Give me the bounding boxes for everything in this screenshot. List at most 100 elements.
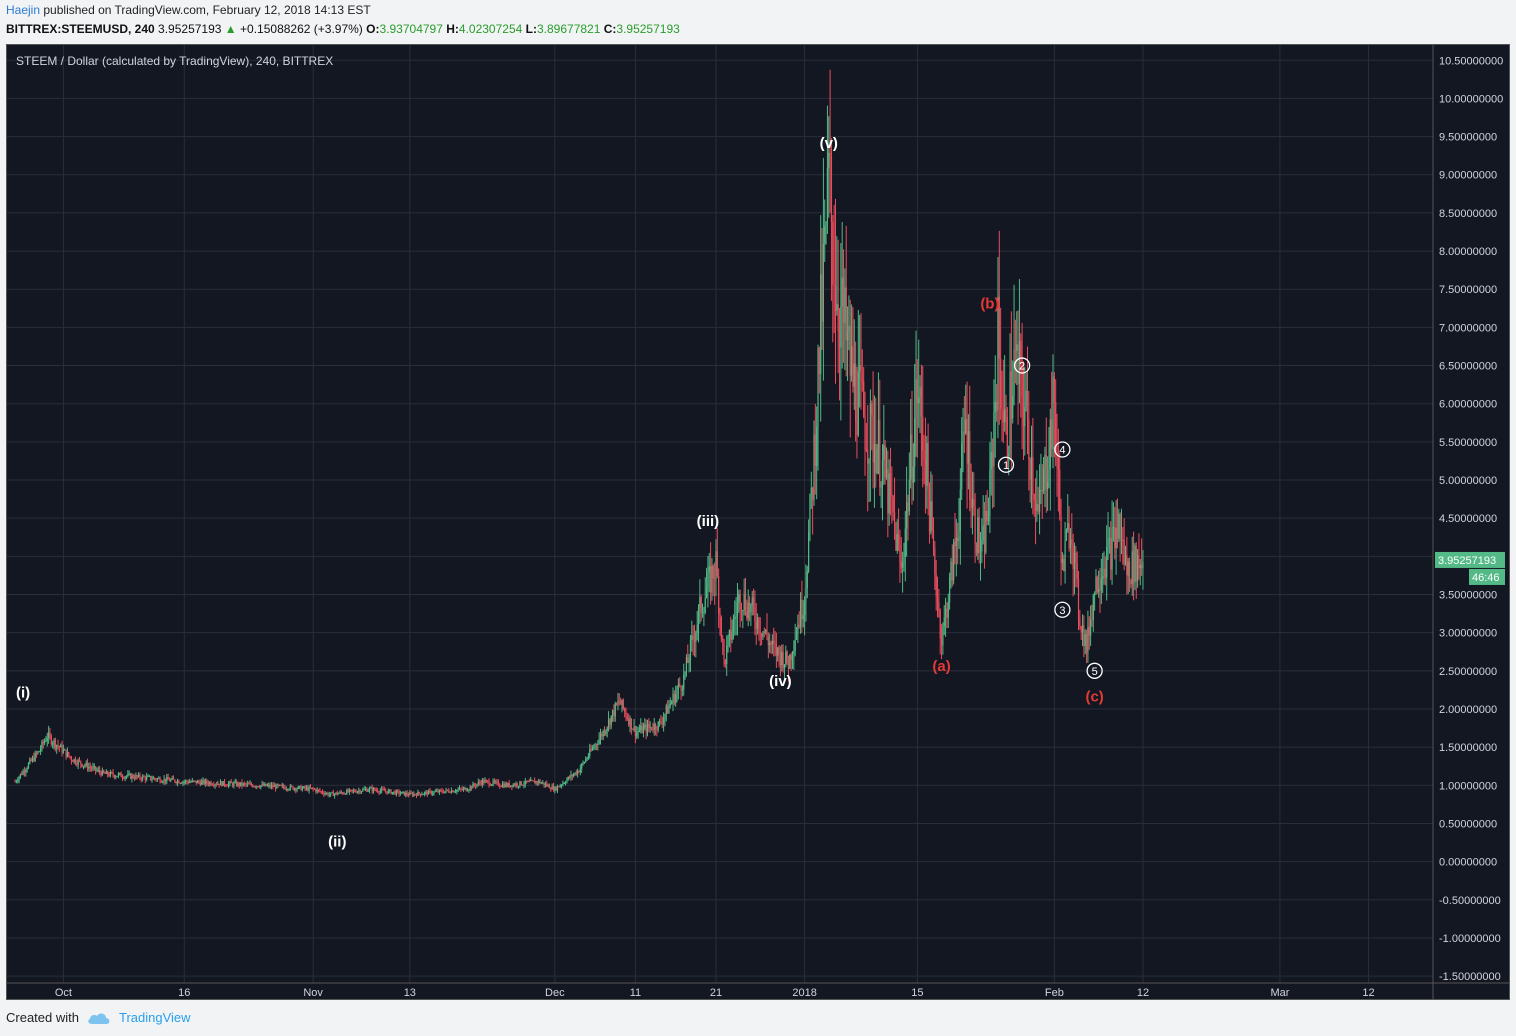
candle bbox=[997, 296, 999, 411]
candle bbox=[1085, 634, 1088, 653]
candle bbox=[728, 630, 730, 637]
candle bbox=[174, 779, 176, 782]
candle bbox=[859, 365, 861, 372]
candle bbox=[218, 783, 220, 786]
candle bbox=[291, 785, 293, 787]
candle bbox=[476, 784, 478, 787]
candle bbox=[1032, 456, 1034, 495]
candle bbox=[973, 499, 975, 507]
candle bbox=[684, 671, 686, 675]
candle bbox=[978, 517, 980, 553]
candle bbox=[387, 790, 389, 794]
candle bbox=[50, 735, 52, 745]
candle bbox=[446, 789, 449, 791]
subwave-circle bbox=[997, 456, 1015, 473]
candle bbox=[1114, 526, 1116, 549]
candle bbox=[696, 624, 698, 633]
candle bbox=[783, 664, 786, 669]
candle bbox=[422, 794, 424, 796]
candle bbox=[695, 632, 697, 643]
candle bbox=[756, 617, 759, 629]
candle bbox=[25, 770, 27, 773]
candle bbox=[252, 785, 254, 787]
candle bbox=[1103, 568, 1105, 577]
candle bbox=[383, 789, 385, 792]
candle bbox=[868, 459, 870, 464]
candle bbox=[362, 789, 364, 792]
candle bbox=[473, 783, 475, 786]
candle bbox=[922, 416, 924, 451]
y-tick-label: -1.50000000 bbox=[1439, 971, 1501, 983]
candle bbox=[574, 772, 576, 775]
candle bbox=[1020, 340, 1022, 358]
candle bbox=[532, 780, 534, 782]
candle bbox=[516, 783, 518, 786]
candle bbox=[430, 791, 432, 794]
candle bbox=[983, 525, 986, 553]
candle bbox=[1079, 617, 1081, 627]
price-chart[interactable]: 10.5000000010.000000009.500000009.000000… bbox=[7, 45, 1509, 999]
y-tick-label: 2.50000000 bbox=[1439, 666, 1497, 678]
candle bbox=[111, 772, 113, 774]
candle bbox=[405, 792, 407, 796]
candle bbox=[245, 783, 247, 785]
candle bbox=[1100, 578, 1102, 590]
candle bbox=[820, 274, 822, 374]
symbol-label: BITTREX:STEEMUSD, 240 bbox=[6, 22, 155, 36]
x-tick-label: Oct bbox=[55, 987, 72, 999]
candle bbox=[230, 781, 232, 784]
candle bbox=[115, 776, 117, 778]
high-label: H: bbox=[446, 22, 459, 36]
candle bbox=[587, 756, 590, 759]
candle bbox=[154, 777, 156, 779]
candle bbox=[579, 768, 581, 773]
candle bbox=[912, 466, 914, 483]
candle bbox=[1065, 530, 1068, 541]
candle bbox=[555, 787, 557, 791]
candle bbox=[211, 784, 214, 786]
candle bbox=[129, 773, 132, 779]
tradingview-cloud-icon[interactable] bbox=[87, 1011, 111, 1025]
candle bbox=[469, 786, 471, 790]
candle bbox=[484, 780, 486, 784]
candle bbox=[628, 718, 630, 726]
candle bbox=[918, 397, 920, 404]
candle bbox=[663, 718, 665, 724]
candle bbox=[974, 506, 976, 545]
candle bbox=[162, 781, 164, 783]
candle bbox=[324, 793, 326, 795]
y-tick-label: 6.00000000 bbox=[1439, 399, 1497, 411]
candle bbox=[29, 759, 31, 764]
candle bbox=[214, 784, 216, 786]
candle bbox=[488, 781, 490, 786]
chart-panel[interactable]: 10.50000000 10.00000000 9.50000000 9.000000… bbox=[6, 44, 1510, 1000]
candle bbox=[489, 785, 491, 787]
candle bbox=[278, 784, 281, 786]
candle bbox=[260, 785, 262, 788]
y-tick-label: 8.50000000 bbox=[1439, 208, 1497, 220]
candle bbox=[582, 762, 584, 764]
author-link[interactable]: Haejin bbox=[6, 3, 41, 17]
candle bbox=[934, 547, 936, 575]
candle bbox=[860, 365, 862, 381]
y-tick-label: 1.00000000 bbox=[1439, 780, 1497, 792]
candle bbox=[907, 502, 909, 512]
candle bbox=[931, 501, 933, 531]
candle bbox=[99, 769, 101, 773]
candle bbox=[624, 708, 626, 712]
candle bbox=[1001, 408, 1003, 412]
y-tick-label: 5.00000000 bbox=[1439, 475, 1497, 487]
candle bbox=[715, 551, 717, 580]
candle bbox=[1127, 561, 1129, 576]
candle bbox=[276, 784, 278, 789]
candle bbox=[150, 776, 152, 780]
candle bbox=[92, 766, 94, 769]
candle bbox=[653, 724, 655, 730]
subwave-circle bbox=[1054, 441, 1071, 458]
ohlc-bar: BITTREX:STEEMUSD, 240 3.95257193 ▲ +0.15… bbox=[6, 22, 680, 36]
candle bbox=[1026, 390, 1029, 420]
candle bbox=[577, 770, 579, 775]
tradingview-brand-link[interactable]: TradingView bbox=[118, 1010, 191, 1025]
candle bbox=[523, 784, 525, 786]
candle bbox=[201, 781, 203, 785]
